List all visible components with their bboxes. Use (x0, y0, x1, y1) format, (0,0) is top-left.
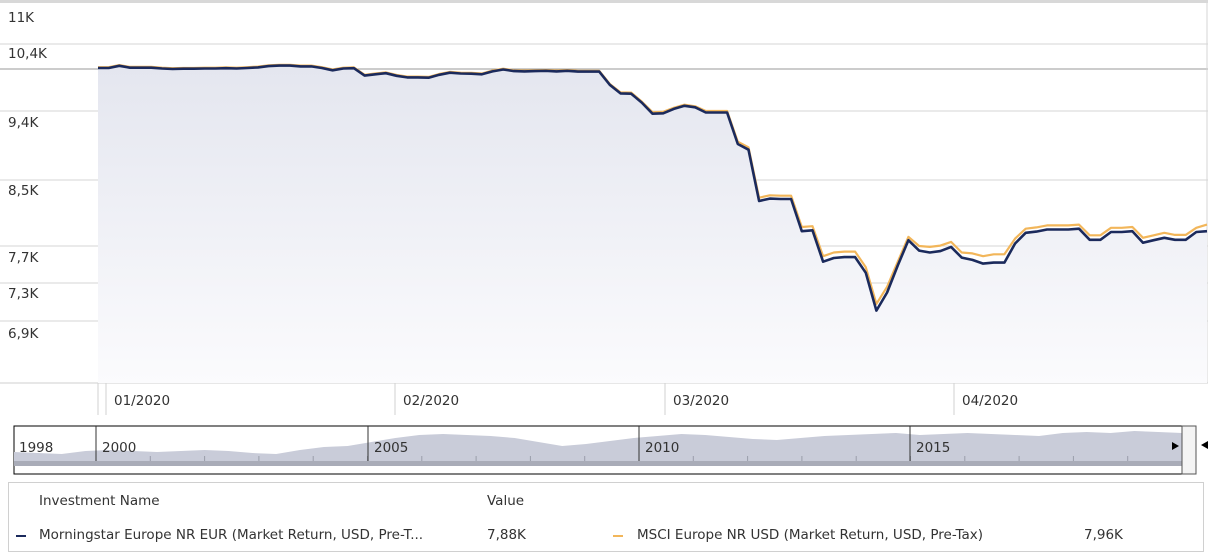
series-2-swatch (613, 535, 623, 537)
legend-row: Morningstar Europe NR EUR (Market Return… (9, 519, 1203, 549)
main-chart: 11K 10,4K 9,4K 8,5K 7,7K 7,3K 6,9K 01/2020 02/2… (0, 0, 1208, 415)
x-tick-label: 01/2020 (114, 393, 170, 409)
series-2-value: 7,96K (1084, 527, 1123, 543)
navigator-year-label: 2010 (645, 440, 679, 456)
x-tick-label: 04/2020 (962, 393, 1018, 409)
navigator-year-label: 2005 (374, 440, 408, 456)
legend-header-value: Value (487, 493, 525, 509)
x-tick-label: 03/2020 (673, 393, 729, 409)
navigator-year-label: 2015 (916, 440, 950, 456)
navigator-scrollbar[interactable] (14, 461, 1182, 466)
legend-header-name: Investment Name (39, 493, 160, 509)
legend-panel: Investment Name Value Morningstar Europe… (8, 482, 1204, 552)
y-tick-label: 8,5K (8, 183, 39, 199)
series-line-1 (98, 64, 1208, 312)
area-fill (98, 65, 1207, 383)
navigator-handle-right[interactable] (1181, 425, 1197, 475)
navigator-series-area (14, 431, 1182, 461)
y-tick-label: 7,7K (8, 250, 39, 266)
y-tick-label: 7,3K (8, 286, 39, 302)
scroll-left-arrow-icon[interactable] (1201, 441, 1208, 449)
y-axis-ticks: 11K 10,4K 9,4K 8,5K 7,7K 7,3K 6,9K (8, 10, 48, 342)
navigator-labels: 1998 2000 2005 2010 2015 (19, 426, 950, 461)
series-1-name: Morningstar Europe NR EUR (Market Return… (39, 527, 424, 543)
legend-header: Investment Name Value (9, 483, 1203, 517)
series-1-value: 7,88K (487, 527, 526, 543)
y-tick-label: 9,4K (8, 115, 39, 131)
y-tick-label: 10,4K (8, 46, 48, 62)
series-2-name: MSCI Europe NR USD (Market Return, USD, … (637, 527, 983, 543)
y-tick-label: 11K (8, 10, 35, 26)
series-1-swatch (16, 535, 26, 537)
scroll-right-arrow-icon[interactable] (1172, 442, 1179, 450)
top-border (0, 0, 1208, 3)
x-tick-label: 02/2020 (403, 393, 459, 409)
area-under-series (98, 65, 1207, 383)
navigator-year-label: 2000 (102, 440, 136, 456)
navigator-year-label: 1998 (19, 440, 53, 456)
x-axis-ticks: 01/2020 02/2020 03/2020 04/2020 (97, 383, 1018, 415)
series-lines (98, 63, 1208, 312)
range-navigator[interactable]: 1998 2000 2005 2010 2015 (0, 424, 1208, 480)
y-tick-label: 6,9K (8, 326, 39, 342)
